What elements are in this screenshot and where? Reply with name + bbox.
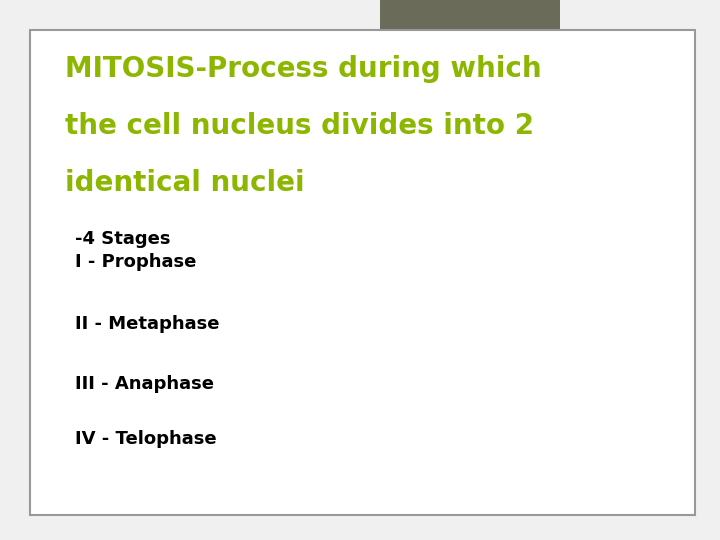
Text: the cell nucleus divides into 2: the cell nucleus divides into 2 [65,112,534,140]
Text: -4 Stages: -4 Stages [75,230,171,248]
Text: II - Metaphase: II - Metaphase [75,315,220,333]
Bar [380,0,560,32]
Text: IV - Telophase: IV - Telophase [75,430,217,448]
Text: MITOSIS-Process during which: MITOSIS-Process during which [65,55,541,83]
Text: I - Prophase: I - Prophase [75,253,197,271]
Text: identical nuclei: identical nuclei [65,169,305,197]
Bar [30,30,695,515]
Text: III - Anaphase: III - Anaphase [75,375,214,393]
